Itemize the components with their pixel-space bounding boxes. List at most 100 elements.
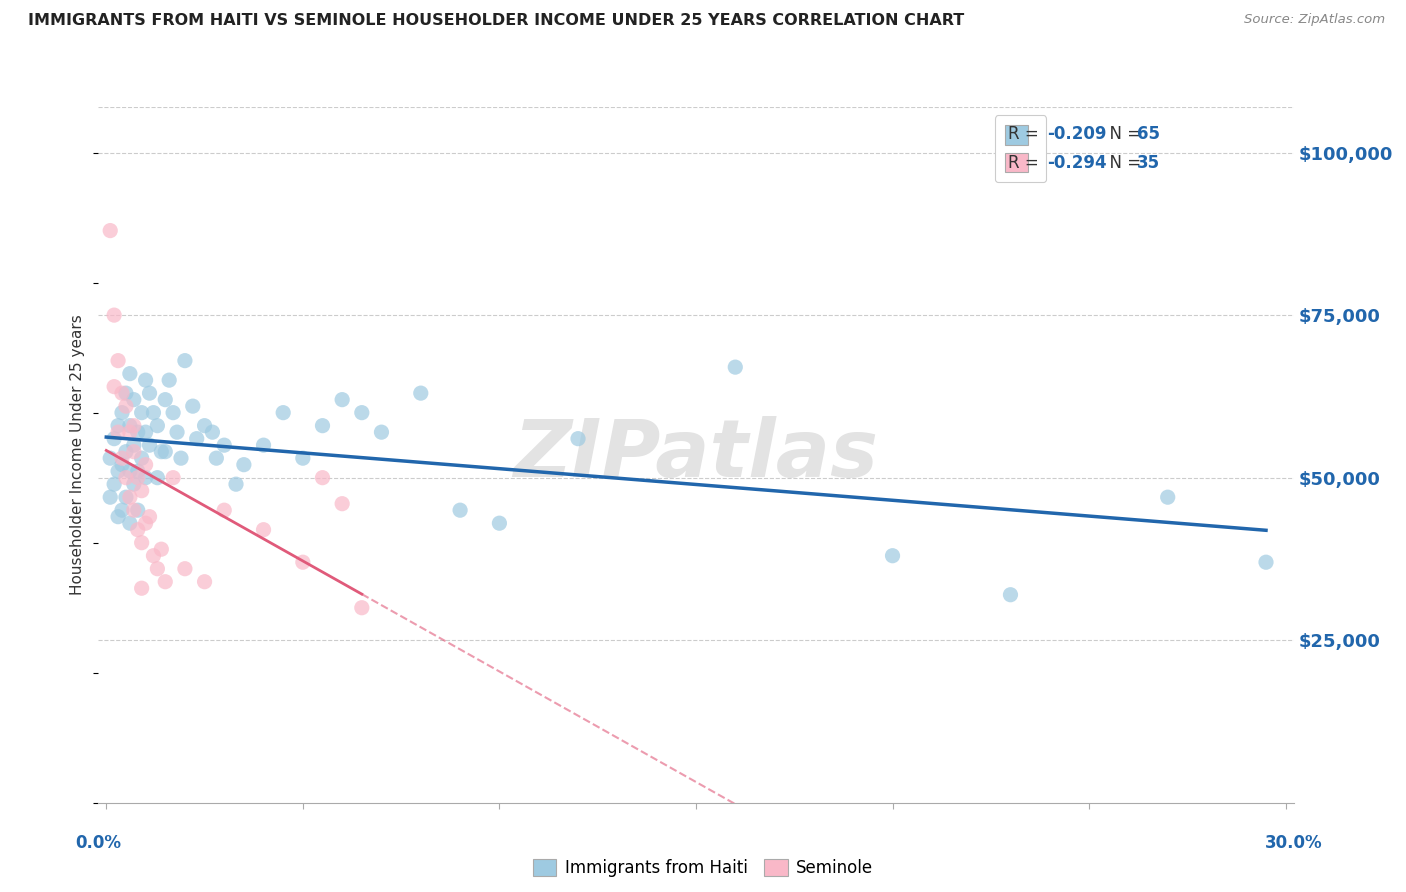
Point bbox=[155, 392, 177, 407]
Point bbox=[138, 386, 160, 401]
Point bbox=[115, 444, 138, 458]
Point bbox=[1157, 490, 1180, 504]
Point bbox=[449, 503, 471, 517]
Point bbox=[107, 464, 129, 478]
Point bbox=[98, 224, 121, 238]
Point bbox=[118, 490, 141, 504]
Point bbox=[311, 418, 333, 433]
Text: Source: ZipAtlas.com: Source: ZipAtlas.com bbox=[1244, 13, 1385, 27]
Point bbox=[118, 367, 141, 381]
Point bbox=[115, 386, 138, 401]
Legend: , : , bbox=[994, 115, 1046, 182]
Point bbox=[107, 425, 129, 439]
Point bbox=[107, 418, 129, 433]
Text: 35: 35 bbox=[1137, 154, 1160, 172]
Point bbox=[131, 483, 153, 498]
Point bbox=[98, 451, 121, 466]
Point bbox=[127, 503, 149, 517]
Point bbox=[232, 458, 254, 472]
Point bbox=[212, 503, 235, 517]
Point bbox=[115, 471, 138, 485]
Point bbox=[724, 360, 747, 375]
Point bbox=[882, 549, 904, 563]
Point bbox=[135, 373, 157, 387]
Text: 30.0%: 30.0% bbox=[1265, 834, 1322, 852]
Point bbox=[118, 516, 141, 531]
Point bbox=[127, 464, 149, 478]
Point bbox=[131, 535, 153, 549]
Point bbox=[162, 406, 184, 420]
Point bbox=[146, 562, 169, 576]
Point bbox=[135, 458, 157, 472]
Point bbox=[170, 451, 193, 466]
Point bbox=[127, 425, 149, 439]
Point bbox=[311, 471, 333, 485]
Point bbox=[225, 477, 247, 491]
Legend: Immigrants from Haiti, Seminole: Immigrants from Haiti, Seminole bbox=[526, 852, 880, 884]
Point bbox=[567, 432, 589, 446]
Point bbox=[111, 458, 134, 472]
Point bbox=[103, 308, 125, 322]
Point bbox=[115, 490, 138, 504]
Point bbox=[111, 406, 134, 420]
Point bbox=[252, 523, 274, 537]
Point bbox=[103, 379, 125, 393]
Point bbox=[118, 418, 141, 433]
Text: ZIPatlas: ZIPatlas bbox=[513, 416, 879, 494]
Point bbox=[138, 509, 160, 524]
Point bbox=[205, 451, 228, 466]
Point bbox=[142, 549, 165, 563]
Point bbox=[115, 399, 138, 413]
Point bbox=[127, 471, 149, 485]
Point bbox=[181, 399, 204, 413]
Point bbox=[201, 425, 224, 439]
Point bbox=[135, 516, 157, 531]
Point bbox=[146, 471, 169, 485]
Text: -0.209: -0.209 bbox=[1047, 125, 1107, 143]
Point bbox=[122, 418, 145, 433]
Point bbox=[193, 418, 215, 433]
Point bbox=[103, 432, 125, 446]
Point bbox=[118, 464, 141, 478]
Point bbox=[122, 438, 145, 452]
Point bbox=[291, 451, 314, 466]
Point bbox=[370, 425, 392, 439]
Point bbox=[186, 432, 208, 446]
Point bbox=[118, 425, 141, 439]
Point bbox=[122, 503, 145, 517]
Text: -0.294: -0.294 bbox=[1047, 154, 1107, 172]
Point bbox=[150, 444, 173, 458]
Point bbox=[350, 600, 373, 615]
Point bbox=[135, 471, 157, 485]
Point bbox=[122, 477, 145, 491]
Point bbox=[131, 406, 153, 420]
Point bbox=[103, 477, 125, 491]
Point bbox=[157, 373, 180, 387]
Point bbox=[146, 418, 169, 433]
Point bbox=[131, 581, 153, 595]
Point bbox=[409, 386, 432, 401]
Point bbox=[291, 555, 314, 569]
Point bbox=[111, 386, 134, 401]
Point bbox=[174, 353, 197, 368]
Point bbox=[166, 425, 188, 439]
Point bbox=[127, 523, 149, 537]
Text: 65: 65 bbox=[1137, 125, 1160, 143]
Text: R =: R = bbox=[1008, 154, 1043, 172]
Text: 0.0%: 0.0% bbox=[76, 834, 121, 852]
Point bbox=[1000, 588, 1022, 602]
Point bbox=[107, 509, 129, 524]
Point bbox=[271, 406, 294, 420]
Point bbox=[488, 516, 510, 531]
Point bbox=[252, 438, 274, 452]
Point bbox=[155, 444, 177, 458]
Point bbox=[162, 471, 184, 485]
Point bbox=[212, 438, 235, 452]
Text: N =: N = bbox=[1099, 125, 1147, 143]
Point bbox=[330, 497, 353, 511]
Point bbox=[111, 451, 134, 466]
Point bbox=[138, 438, 160, 452]
Point bbox=[122, 444, 145, 458]
Text: N =: N = bbox=[1099, 154, 1147, 172]
Point bbox=[122, 392, 145, 407]
